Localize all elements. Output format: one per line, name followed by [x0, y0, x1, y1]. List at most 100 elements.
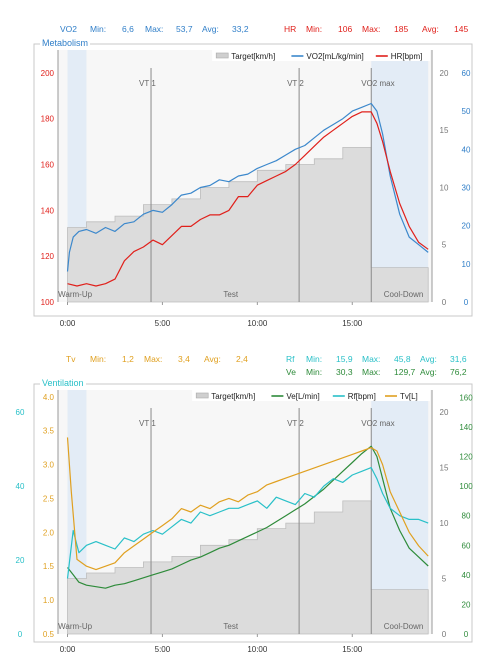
ventilation-xtick-label-3: 15:00	[342, 645, 363, 654]
tv-stat-name: Tv	[66, 354, 76, 364]
hr-min-label: Min:	[306, 24, 323, 34]
metabolism-ytick-far-right-2: 20	[462, 222, 471, 231]
ventilation-xtick-label-1: 5:00	[155, 645, 171, 654]
ventilation-legend-label-1: Ve[L/min]	[286, 392, 319, 401]
ventilation-ytick-far-right-5: 100	[459, 482, 473, 491]
vo2-avg-value: 33,2	[232, 24, 249, 34]
metabolism-stats-row: VO2 Min: 6,6 Max: 53,7 Avg: 33,2 HR Min:…	[0, 24, 500, 38]
ventilation-ytick-left-inner-4: 2.5	[43, 494, 55, 503]
metabolism-xtick-label-2: 10:00	[247, 319, 268, 328]
hr-min-value: 106	[338, 24, 353, 34]
ventilation-legend-box	[192, 389, 430, 401]
metabolism-ytick-left-1: 120	[41, 252, 55, 261]
tv-avg-value: 2,4	[236, 354, 248, 364]
ventilation-ytick-far-right-2: 40	[462, 571, 471, 580]
metabolism-ytick-right-1: 5	[442, 241, 447, 250]
metabolism-xtick-label-0: 0:00	[60, 319, 76, 328]
ve-max-label: Max:	[362, 367, 381, 377]
tv-avg-label: Avg:	[204, 354, 221, 364]
ventilation-marker-label-0: VT 1	[139, 419, 156, 428]
ventilation-ytick-far-right-0: 0	[464, 630, 469, 639]
metabolism-ytick-left-4: 180	[41, 115, 55, 124]
ventilation-stats-row-2: Ve Min: 30,3 Max: 129,7 Avg: 76,2	[0, 367, 500, 381]
ventilation-phase-label-2: Cool-Down	[384, 622, 424, 631]
ventilation-ytick-far-right-6: 120	[459, 453, 473, 462]
metabolism-phase-label-1: Test	[223, 290, 238, 299]
ventilation-phase-label-1: Test	[223, 622, 238, 631]
rf-max-label: Max:	[362, 354, 381, 364]
metabolism-panel-title: Metabolism	[40, 38, 91, 48]
ventilation-xtick-label-0: 0:00	[60, 645, 76, 654]
ventilation-ytick-right-2: 10	[440, 519, 449, 528]
ventilation-ytick-far-right-8: 160	[459, 393, 473, 402]
ventilation-marker-label-2: VO2 max	[361, 419, 394, 428]
vo2-max-value: 53,7	[176, 24, 193, 34]
ventilation-ytick-left-outer-3: 60	[16, 408, 25, 417]
metabolism-series-1	[67, 111, 429, 287]
ventilation-ytick-far-right-3: 60	[462, 541, 471, 550]
metabolism-ytick-left-3: 160	[41, 161, 55, 170]
metabolism-marker-label-1: VT 2	[287, 79, 304, 88]
metabolism-ytick-right-3: 15	[440, 126, 449, 135]
metabolism-ytick-far-right-4: 40	[462, 145, 471, 154]
metabolism-panel-frame	[33, 43, 473, 317]
metabolism-ytick-far-right-0: 0	[464, 298, 469, 307]
ventilation-legend-label-2: Rf[bpm]	[348, 392, 376, 401]
ve-min-label: Min:	[306, 367, 323, 377]
rf-stat-name: Rf	[286, 354, 295, 364]
hr-stat-name: HR	[284, 24, 297, 34]
metabolism-xtick-label-3: 15:00	[342, 319, 363, 328]
hr-avg-label: Avg:	[422, 24, 439, 34]
metabolism-ytick-left-0: 100	[41, 298, 55, 307]
ventilation-panel-frame	[33, 383, 473, 643]
metabolism-marker-label-2: VO2 max	[361, 79, 394, 88]
hr-max-value: 185	[394, 24, 409, 34]
ventilation-legend-label-3: Tv[L]	[400, 392, 418, 401]
ventilation-ytick-left-inner-2: 1.5	[43, 562, 55, 571]
metabolism-cooldown-zone	[371, 50, 429, 302]
metabolism-ytick-right-4: 20	[440, 69, 449, 78]
ve-avg-label: Avg:	[420, 367, 437, 377]
ve-stat-name: Ve	[286, 367, 296, 377]
ve-avg-value: 76,2	[450, 367, 467, 377]
metabolism-marker-label-0: VT 1	[139, 79, 156, 88]
ve-min-value: 30,3	[336, 367, 353, 377]
metabolism-legend-label-1: VO2[mL/kg/min]	[306, 52, 363, 61]
metabolism-phase-label-0: Warm-Up	[58, 290, 92, 299]
tv-min-label: Min:	[90, 354, 107, 364]
vo2-min-value: 6,6	[122, 24, 134, 34]
ventilation-stats-row-1: Tv Min: 1,2 Max: 3,4 Avg: 2,4 Rf Min: 15…	[0, 354, 500, 368]
metabolism-ytick-left-5: 200	[41, 69, 55, 78]
ventilation-ytick-left-inner-3: 2.0	[43, 528, 55, 537]
metabolism-legend-label-0: Target[km/h]	[231, 52, 275, 61]
tv-max-label: Max:	[144, 354, 163, 364]
ve-max-value: 129,7	[394, 367, 416, 377]
metabolism-ytick-left-2: 140	[41, 206, 55, 215]
metabolism-series-0	[66, 102, 429, 272]
ventilation-ytick-right-0: 0	[442, 630, 447, 639]
rf-avg-value: 31,6	[450, 354, 467, 364]
ventilation-ytick-left-inner-6: 3.5	[43, 427, 55, 436]
ventilation-ytick-left-outer-2: 40	[16, 482, 25, 491]
metabolism-phase-label-2: Cool-Down	[384, 290, 424, 299]
metabolism-ytick-right-0: 0	[442, 298, 447, 307]
ventilation-target-area	[67, 500, 429, 635]
metabolism-ytick-far-right-6: 60	[462, 69, 471, 78]
ventilation-ytick-right-1: 5	[442, 575, 447, 584]
vo2-avg-label: Avg:	[202, 24, 219, 34]
hr-avg-value: 145	[454, 24, 469, 34]
tv-min-value: 1,2	[122, 354, 134, 364]
metabolism-legend-swatch-0	[215, 52, 229, 59]
metabolism-xtick-label-1: 5:00	[155, 319, 171, 328]
metabolism-ytick-far-right-3: 30	[462, 183, 471, 192]
rf-min-label: Min:	[306, 354, 323, 364]
ventilation-marker-label-1: VT 2	[287, 419, 304, 428]
vo2-max-label: Max:	[145, 24, 164, 34]
ventilation-panel-title: Ventilation	[40, 378, 86, 388]
ventilation-legend-label-0: Target[km/h]	[211, 392, 255, 401]
ventilation-ytick-left-inner-0: 0.5	[43, 630, 55, 639]
ventilation-phase-label-0: Warm-Up	[58, 622, 92, 631]
ventilation-series-0	[67, 445, 429, 589]
rf-min-value: 15,9	[336, 354, 353, 364]
vo2-stat-name: VO2	[60, 24, 78, 34]
